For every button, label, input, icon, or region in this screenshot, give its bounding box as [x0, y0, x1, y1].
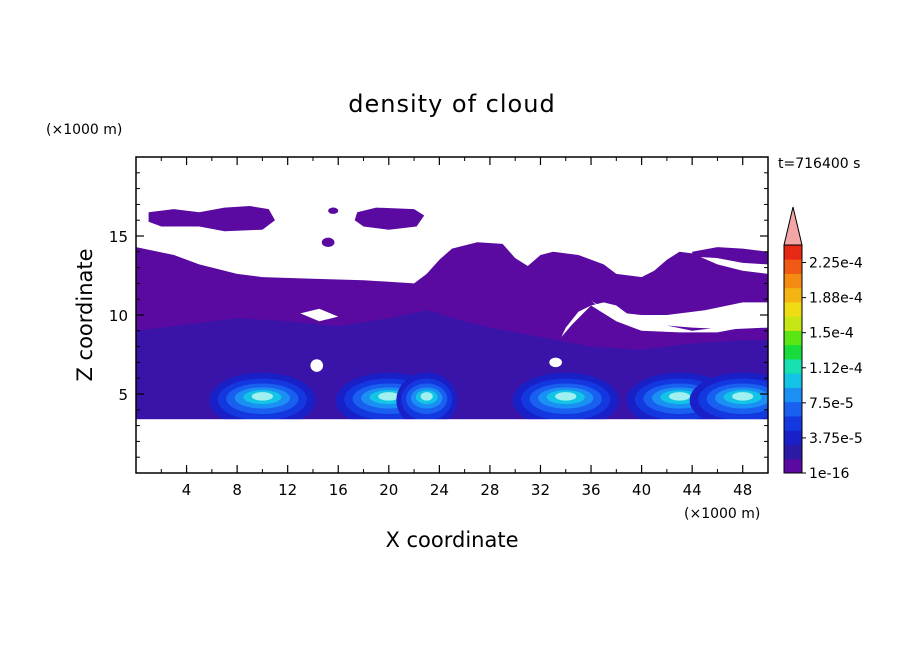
colorbar-swatch [784, 344, 802, 360]
clear-pocket [310, 359, 324, 372]
x-tick-label-28: 28 [480, 481, 499, 499]
colorbar-overflow-arrow [783, 206, 803, 246]
convective-core-5 [668, 392, 691, 401]
upper-right-cloud [692, 247, 768, 265]
convective-core-3 [420, 392, 433, 401]
x-tick-label-8: 8 [232, 481, 242, 499]
colorbar-swatch [784, 287, 802, 303]
cloud-patch-upper-mid [354, 207, 425, 230]
x-tick-label-24: 24 [430, 481, 449, 499]
cloud-speck [321, 237, 335, 248]
clear-gap-small [300, 308, 339, 322]
y-unit-label: (×1000 m) [46, 122, 122, 138]
colorbar-swatch [784, 458, 802, 474]
colorbar-label: 1.88e-4 [809, 291, 863, 307]
time-label: t=716400 s [778, 156, 860, 172]
chart-title: density of cloud [348, 90, 555, 118]
convective-core-6 [732, 392, 754, 401]
x-tick-label-40: 40 [632, 481, 651, 499]
colorbar-swatch [784, 387, 802, 403]
colorbar-swatch [784, 316, 802, 331]
cloud-speck [328, 207, 339, 214]
colorbar-swatch [784, 259, 802, 274]
colorbar-swatch [784, 359, 802, 374]
colorbar: 1e-16 3.75e-5 7.5e-5 1.12e-4 1.5e-4 1.88e-4 2.… [783, 206, 863, 482]
colorbar-swatch [784, 401, 802, 417]
cloud-patch-upper-left [148, 206, 275, 232]
y-axis: 5 10 15 [109, 172, 768, 458]
convective-core-2 [378, 392, 400, 401]
convective-core-4 [555, 392, 577, 401]
x-tick-label-44: 44 [683, 481, 702, 499]
colorbar-label: 1.12e-4 [809, 361, 863, 377]
x-tick-label-16: 16 [329, 481, 348, 499]
y-axis-label: Z coordinate [73, 248, 97, 381]
convective-core-1 [251, 392, 274, 401]
colorbar-label: 2.25e-4 [809, 256, 863, 272]
colorbar-label: 3.75e-5 [809, 431, 863, 447]
colorbar-swatch [784, 416, 802, 431]
x-tick-label-4: 4 [182, 481, 192, 499]
colorbar-label: 1.5e-4 [809, 326, 854, 342]
colorbar-swatch [784, 330, 802, 346]
colorbar-swatch [784, 302, 802, 317]
cloud-density-field [136, 206, 768, 473]
y-tick-label-10: 10 [109, 307, 128, 325]
plot-area [136, 157, 768, 473]
x-tick-label-20: 20 [379, 481, 398, 499]
colorbar-swatch [784, 245, 802, 260]
colorbar-swatch [784, 373, 802, 388]
colorbar-label: 1e-16 [809, 466, 849, 482]
x-axis: 4 8 12 16 20 24 28 32 36 40 44 48 [160, 157, 752, 499]
colorbar-label: 7.5e-5 [809, 396, 854, 412]
x-tick-label-12: 12 [278, 481, 297, 499]
clear-gap-right [591, 300, 768, 330]
colorbar-swatch [784, 430, 802, 445]
x-unit-label: (×1000 m) [684, 506, 760, 522]
clear-air-below [136, 419, 768, 473]
x-tick-label-36: 36 [581, 481, 600, 499]
y-tick-label-5: 5 [118, 386, 128, 404]
y-tick-label-15: 15 [109, 228, 128, 246]
colorbar-swatch [784, 273, 802, 289]
colorbar-swatch [784, 444, 802, 460]
x-tick-label-48: 48 [733, 481, 752, 499]
x-axis-label: X coordinate [385, 528, 518, 552]
clear-pocket [549, 357, 562, 368]
x-tick-label-32: 32 [531, 481, 550, 499]
